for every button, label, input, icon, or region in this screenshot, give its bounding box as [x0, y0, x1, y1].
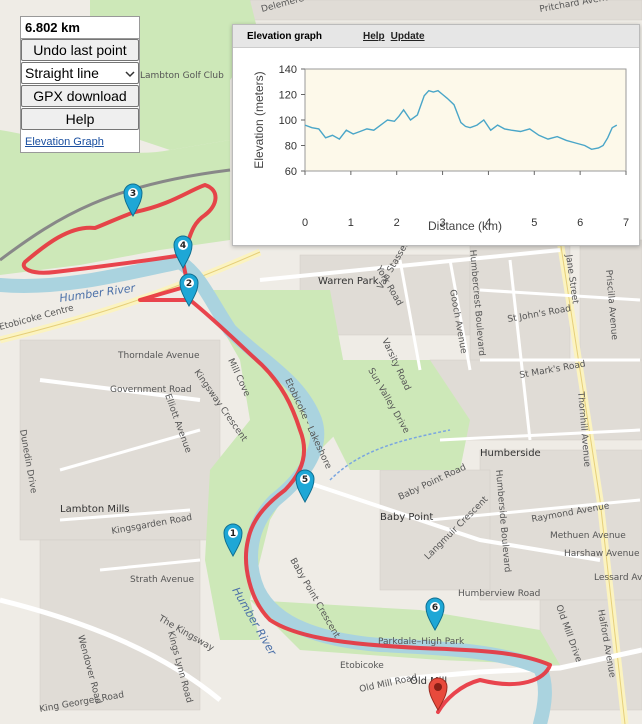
x-axis: 0 1 2 3 4 5 6 7	[302, 171, 629, 229]
label-warren-park: Warren Park	[318, 276, 379, 287]
label-lambton-golf: Lambton Golf Club	[140, 71, 224, 81]
elevation-panel-title: Elevation graph	[247, 30, 323, 42]
x-tick-label: 3	[440, 217, 446, 229]
label-humberside: Humberside	[480, 448, 541, 459]
label-government: Government Road	[110, 385, 192, 395]
elevation-panel: Elevation graph Help Update 60 80 100 120 14…	[232, 24, 640, 246]
svg-text:1: 1	[230, 529, 236, 539]
label-baby-point: Baby Point	[380, 512, 433, 523]
svg-text:3: 3	[130, 189, 136, 199]
chart-plot-area	[304, 68, 627, 172]
x-tick-label: 1	[348, 217, 354, 229]
route-marker-3[interactable]: 3	[123, 183, 143, 218]
route-marker-2[interactable]: 2	[179, 273, 199, 308]
y-axis: 60 80 100 120 140	[279, 64, 305, 178]
residential-blocks	[19, 0, 642, 711]
label-etobicoke-bottom: Etobicoke	[340, 661, 384, 671]
undo-last-point-button[interactable]: Undo last point	[21, 39, 139, 61]
route-marker-1[interactable]: 1	[223, 523, 243, 558]
y-tick-label: 140	[279, 64, 297, 76]
label-thorndale: Thorndale Avenue	[117, 351, 200, 361]
help-button[interactable]: Help	[21, 108, 139, 130]
label-parkdale: Parkdale–High Park	[378, 637, 465, 647]
route-markers: 1 2 3 4 5 6	[123, 183, 448, 712]
label-lambton-mills: Lambton Mills	[60, 504, 130, 515]
x-tick-label: 0	[302, 217, 308, 229]
label-old-mill: Old Mill	[410, 676, 447, 687]
svg-text:4: 4	[180, 241, 186, 251]
label-methuen: Methuen Avenue	[550, 531, 626, 541]
x-tick-label: 2	[394, 217, 400, 229]
end-marker-pin-icon[interactable]	[428, 677, 448, 712]
distance-readout: 6.802 km	[21, 17, 139, 39]
y-tick-label: 120	[279, 90, 297, 102]
chevron-down-icon	[125, 65, 135, 81]
control-panel: 6.802 km Undo last point Straight line G…	[20, 16, 140, 153]
svg-text:6: 6	[432, 603, 438, 613]
creek-path	[329, 429, 451, 481]
route-marker-6[interactable]: 6	[425, 597, 445, 632]
railway	[0, 168, 231, 262]
x-tick-label: 4	[485, 217, 491, 229]
y-tick-label: 80	[285, 141, 297, 153]
routing-mode-value: Straight line	[25, 65, 99, 81]
elevation-chart: 60 80 100 120 140 0 1 2 3 4 5 6 7 Distance (km) Ele…	[252, 64, 629, 233]
x-tick-label: 7	[623, 217, 629, 229]
roads	[0, 239, 642, 724]
elevation-update-link[interactable]: Update	[390, 30, 425, 42]
route-marker-5[interactable]: 5	[295, 469, 315, 504]
elevation-help-link[interactable]: Help	[363, 30, 385, 42]
label-lessard: Lessard Ave	[594, 573, 642, 583]
label-strath: Strath Avenue	[130, 575, 194, 585]
x-axis-label: Distance (km)	[428, 219, 502, 233]
elevation-series-line	[304, 89, 618, 151]
routing-mode-select[interactable]: Straight line	[21, 62, 139, 84]
route-line	[21, 183, 552, 714]
label-harshaw: Harshaw Avenue	[564, 549, 640, 559]
x-tick-label: 6	[577, 217, 583, 229]
y-tick-label: 100	[279, 115, 297, 127]
gpx-download-button[interactable]: GPX download	[21, 85, 139, 107]
label-humberview: Humberview Road	[458, 589, 540, 599]
svg-text:5: 5	[302, 475, 308, 485]
svg-text:2: 2	[186, 279, 192, 289]
y-tick-label: 60	[285, 166, 297, 178]
elevation-panel-header: Elevation graph Help Update	[233, 25, 639, 48]
y-axis-label: Elevation (meters)	[252, 71, 266, 168]
elevation-graph-link[interactable]: Elevation Graph	[25, 136, 104, 148]
route-marker-4[interactable]: 4	[173, 235, 193, 270]
x-tick-label: 5	[531, 217, 537, 229]
